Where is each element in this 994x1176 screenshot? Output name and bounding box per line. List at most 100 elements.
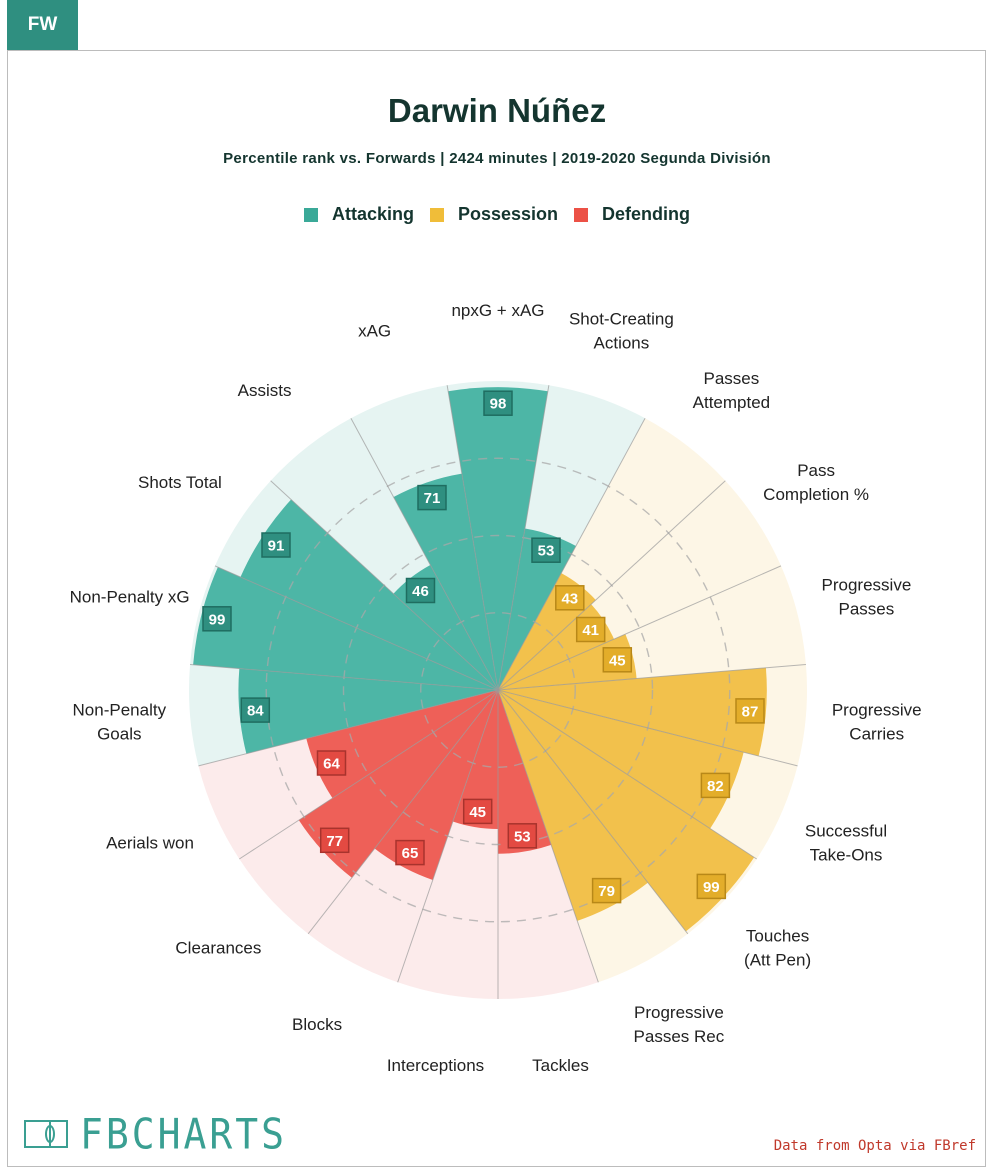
value-label: 71 [417,484,447,511]
grid-ring [420,612,576,768]
value-text: 77 [326,833,343,850]
category-label: Progressive Passes [822,576,912,619]
value-box [531,537,561,563]
category-label: Pass Completion % [763,461,869,504]
category-label: Blocks [292,1015,342,1034]
sector-divider [239,689,499,860]
value-text: 41 [582,622,599,639]
bar-shots-total [240,499,499,690]
value-box [483,390,513,416]
value-text: 84 [247,703,264,720]
sector-divider [497,689,689,935]
value-text: 45 [469,804,486,821]
chart-title: Darwin Núñez [387,92,607,129]
value-box [735,698,765,724]
value-label: 87 [735,698,765,724]
category-label: Assists [238,381,292,400]
value-box [602,647,633,673]
value-text: 82 [707,778,724,795]
category-label: Shot-Creating Actions [569,310,674,353]
category-label: Passes Attempted [693,369,771,412]
value-bars [193,387,767,932]
category-label: npxG + xAG [451,301,544,320]
value-label: 43 [555,585,585,611]
value-text: 64 [323,756,340,773]
category-label: Progressive Passes Rec [634,1003,725,1046]
bar-non-penalty-xg [193,567,498,690]
value-label: 79 [591,877,622,904]
bar-shot-creating-actions [498,528,576,690]
bar-progressive-carries [498,667,767,756]
value-label: 99 [696,873,727,900]
value-box [202,606,232,632]
value-text: 79 [598,883,615,900]
legend-item-attacking: Attacking [303,204,414,225]
legend-swatch-attacking [303,207,318,222]
value-box [700,772,731,799]
sector-divider [497,689,599,983]
legend-item-defending: Defending [574,204,690,225]
value-text: 65 [402,845,419,862]
value-text: 99 [209,611,226,628]
value-label: 46 [405,577,436,604]
bar-xag [393,473,498,690]
value-label: 64 [316,750,347,776]
sector-divider [497,663,806,691]
value-box [555,585,585,611]
value-label: 53 [531,537,561,563]
legend-swatch-defending [574,207,589,222]
value-label: 65 [395,839,425,866]
sector-divider [497,565,782,691]
logo-text: FBCHARTS [80,1109,288,1159]
category-label: Non-Penalty Goals [73,700,167,743]
chart-legend: Attacking Possession Defending [0,204,994,225]
bar-aerials-won [306,690,498,799]
category-label: Interceptions [387,1056,484,1075]
bar-blocks [374,690,498,880]
fbcharts-logo: FBCHARTS [24,1109,288,1159]
bar-successful-take-ons [498,690,744,829]
bar-non-penalty-goals [238,668,498,754]
category-label: Successful Take-Ons [805,822,887,865]
value-text: 53 [514,828,531,845]
category-label: Tackles [532,1056,589,1075]
sector-divider [350,418,499,691]
value-label: 41 [575,616,606,643]
value-box [316,750,347,776]
value-box [591,877,622,904]
value-box [462,798,493,825]
value-text: 91 [268,538,285,555]
value-box [507,823,538,849]
sector-divider [397,689,499,983]
value-label: 84 [240,697,271,723]
chart-subtitle: Percentile rank vs. Forwards | 2424 minu… [223,150,771,167]
value-box [319,827,350,854]
value-box [575,616,606,643]
bar-npxg-xag [448,387,548,690]
position-tab[interactable]: FW [7,0,78,50]
value-box [696,873,727,900]
value-text: 99 [703,879,720,896]
bar-touches-att-pen- [498,690,755,932]
value-text: 46 [412,583,429,600]
value-label: 98 [483,390,513,416]
pitch-icon [24,1120,68,1148]
data-source: Data from Opta via FBref [773,1138,976,1154]
value-label: 53 [507,823,538,849]
value-label: 45 [462,798,493,825]
value-label: 82 [700,772,731,799]
legend-item-possession: Possession [429,204,558,225]
sector-divider [497,689,757,860]
sector-divider [190,663,499,691]
bar-progressive-passes [498,634,637,690]
category-label: Aerials won [106,834,194,853]
sector-divider [497,418,646,691]
legend-label-defending: Defending [602,204,691,224]
value-box [417,484,447,511]
bar-progressive-passes-rec [498,690,648,921]
grid-ring [265,457,731,923]
value-box [395,839,425,866]
value-text: 98 [490,396,507,413]
value-text: 45 [609,652,626,669]
